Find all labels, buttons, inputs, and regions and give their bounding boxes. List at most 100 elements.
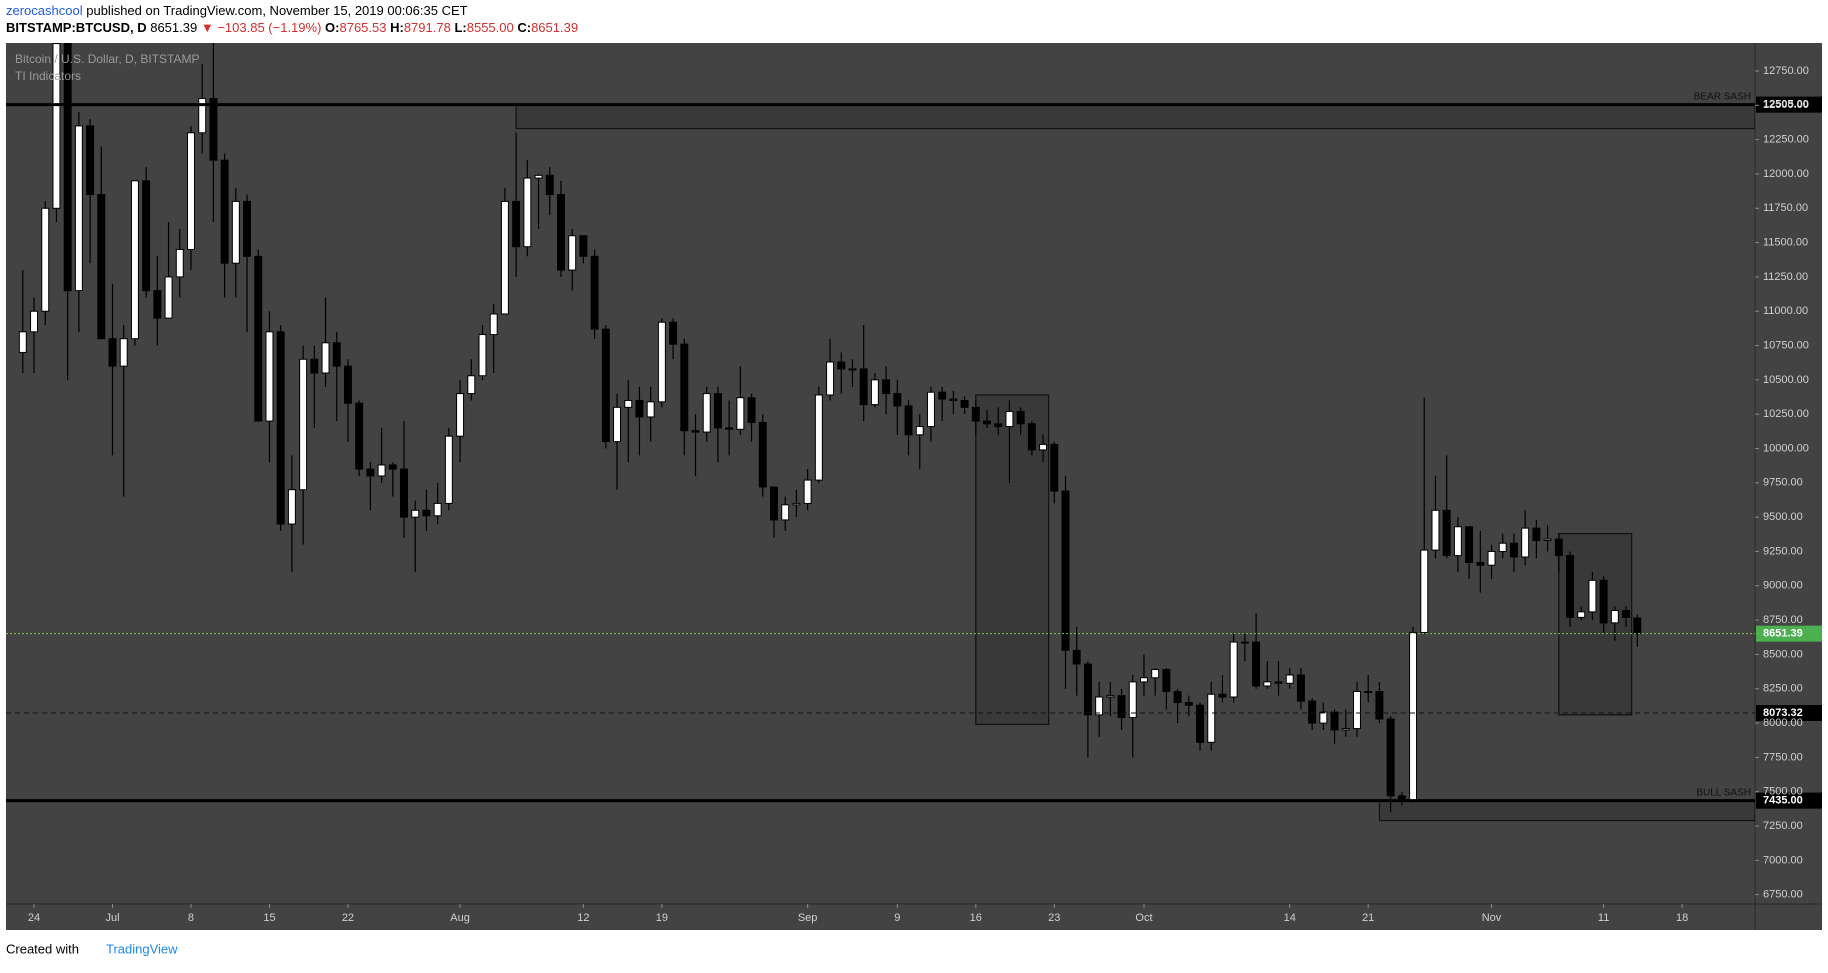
candle-body [1588,579,1597,613]
candle-body [41,207,50,312]
candle-body [276,331,285,525]
y-tick-label: 12000.00 [1763,168,1809,180]
candle-body [646,401,655,418]
footer-created: Created with [6,941,79,956]
candle-body [1487,550,1496,566]
x-tick-label: Aug [450,912,470,924]
x-tick-label: 11 [1598,912,1609,924]
x-tick-label: 22 [342,912,354,924]
open: 8765.53 [339,20,386,35]
candle-body [411,509,420,518]
chart-title: Bitcoin / U.S. Dollar, D, BITSTAMP [15,52,200,66]
candle-body [971,406,980,422]
change: ▼ −103.85 (−1.19%) [201,20,322,35]
author[interactable]: zerocashcool [6,3,83,18]
candle-body [882,379,891,395]
x-tick-label: Nov [1482,912,1502,924]
candle-body [1240,641,1249,644]
candle-body [1061,490,1070,651]
symbol: BITSTAMP:BTCUSD, D [6,20,147,35]
level-label: 12505.00 [1763,99,1809,111]
y-tick-label: 11750.00 [1763,202,1808,214]
candle-body [613,406,622,443]
candle-body [590,255,599,330]
candle-body [938,391,947,400]
annotation-box [515,104,1755,130]
candle-body [231,200,240,264]
candle-body [657,321,666,403]
level-badge [1756,705,1822,722]
x-tick-label: 15 [263,912,275,924]
candle-body [198,97,207,134]
candle-body [444,435,453,504]
x-tick-label: 16 [970,912,982,924]
level-name: BULL SASH [1696,787,1751,798]
candle-body [1353,690,1361,730]
candle-body [1364,690,1373,693]
candle-body [713,393,722,429]
y-tick-label: 8750.00 [1763,614,1803,626]
candle-body [18,331,27,353]
x-tick-label: 8 [188,912,194,924]
candle-body [478,334,487,377]
candle-body [74,125,83,292]
y-tick-label: 9500.00 [1763,511,1803,523]
x-tick-label: 21 [1362,912,1374,924]
high: 8791.78 [404,20,451,35]
candle-body [960,399,969,408]
candle-body [915,426,924,436]
close-label: C: [517,20,531,35]
y-tick-label: 9750.00 [1763,477,1803,489]
x-tick-label: 23 [1048,912,1060,924]
candle-body [366,468,375,477]
candle-body [601,328,610,443]
candle-body [1633,617,1642,635]
candle-body [1577,611,1586,618]
footer-brand[interactable]: TradingView [106,941,178,956]
low-label: L: [454,20,466,35]
open-label: O: [325,20,339,35]
y-tick-label: 12750.00 [1763,65,1809,77]
candle-body [1196,704,1205,743]
candle-body [1005,410,1014,428]
candle-body [814,394,823,481]
candle-body [1409,631,1418,801]
y-tick-label: 6750.00 [1763,889,1803,901]
candle-body [343,365,352,404]
candle-body [1521,527,1530,558]
candle-body [579,235,588,257]
level-label: 7435.00 [1763,795,1803,807]
candle-body [355,402,364,470]
candle-body [1274,681,1283,684]
candle-body [1095,696,1104,716]
candle-body [926,391,935,428]
low: 8555.00 [467,20,514,35]
candle-body [1128,681,1137,719]
level-name: BEAR SASH [1694,91,1751,102]
y-tick-label: 8000.00 [1763,717,1803,729]
candle-body [1453,526,1462,557]
y-tick-label: 10750.00 [1763,339,1809,351]
candle-body [1308,700,1317,724]
candle-body [164,276,173,319]
y-tick-label: 8250.00 [1763,683,1803,695]
candle-body [758,421,767,488]
candle-body [1386,718,1395,797]
candle-body [1083,663,1092,716]
candle-body [1162,669,1171,692]
candle-body [119,338,128,367]
candle-body [310,358,319,374]
candle-body [556,194,565,271]
candle-body [1229,641,1238,698]
candle-body [321,342,330,374]
x-tick-label: 19 [656,912,668,924]
candle-body [624,399,633,408]
y-tick-label: 7000.00 [1763,854,1803,866]
y-tick-label: 7500.00 [1763,786,1803,798]
candle-body [545,174,554,196]
candle-body [433,502,442,517]
candle-body [770,486,778,521]
x-tick-label: Jul [105,912,119,924]
y-tick-label: 8500.00 [1763,648,1803,660]
candle-body [512,200,521,248]
